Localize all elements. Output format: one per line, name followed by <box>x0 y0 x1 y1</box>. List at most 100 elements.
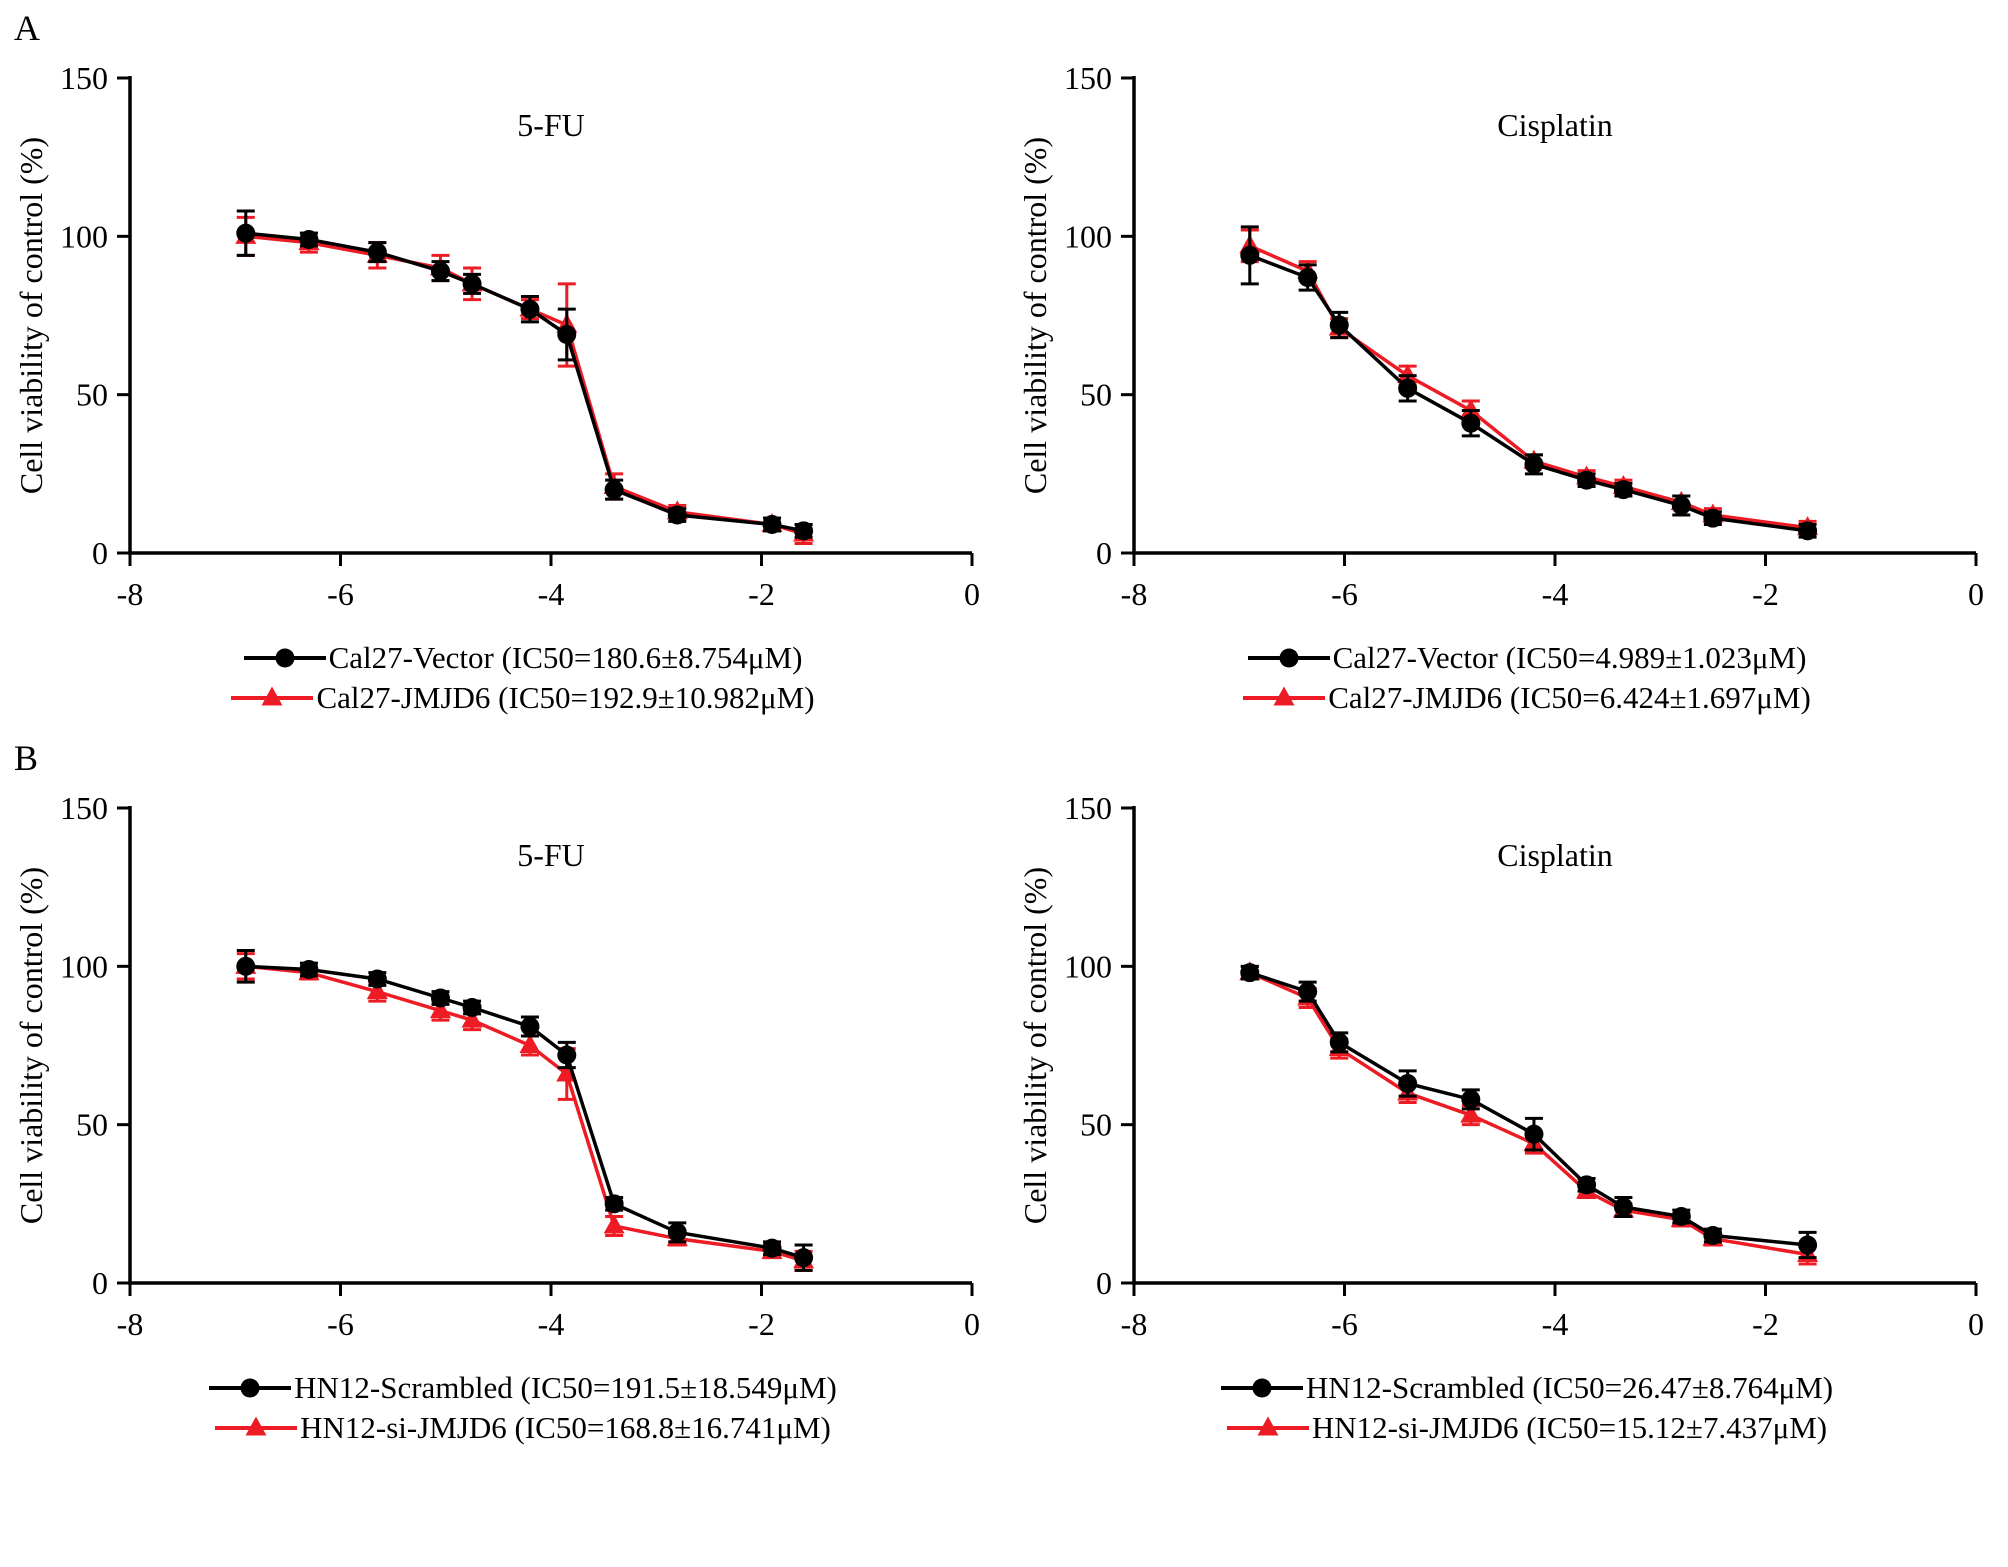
x-tick-label: -8 <box>1121 1306 1148 1342</box>
legend-label: Cal27-JMJD6 (IC50=192.9±10.982μM) <box>316 680 815 715</box>
series-0 <box>236 949 814 1272</box>
y-tick-label: 0 <box>1096 1265 1112 1301</box>
data-point-marker <box>604 480 624 500</box>
y-tick-label: 50 <box>76 1107 108 1143</box>
chart-svg: -8 -6 -4 -2 0 0 50 100 150 Cisplatin Cell viabilit… <box>1017 790 1984 1342</box>
legend-label: HN12-si-JMJD6 (IC50=168.8±16.741μM) <box>300 1410 831 1445</box>
x-tick-label: -8 <box>117 1306 144 1342</box>
data-point-marker <box>1329 315 1349 335</box>
legend-marker-circle-icon <box>209 1378 292 1398</box>
x-tick-label: -4 <box>1542 576 1569 612</box>
legend-marker-circle-icon <box>243 648 326 668</box>
panel-a-label: A <box>14 8 40 48</box>
legend-item: HN12-si-JMJD6 (IC50=15.12±7.437μM) <box>1225 1410 1827 1446</box>
data-point-marker <box>1460 1103 1482 1123</box>
legend-item: Cal27-JMJD6 (IC50=6.424±1.697μM) <box>1241 680 1811 716</box>
legend-item: Cal27-Vector (IC50=180.6±8.754μM) <box>242 640 802 676</box>
x-tick-label: -2 <box>748 1306 775 1342</box>
data-point-marker <box>1798 1235 1818 1255</box>
y-tick-label: 100 <box>1064 948 1112 984</box>
data-point-marker <box>603 1214 625 1234</box>
chart-title: 5-FU <box>517 107 585 143</box>
legend-marker-circle-icon <box>1220 1378 1303 1398</box>
chart-title: Cisplatin <box>1497 837 1613 873</box>
y-tick-label: 150 <box>1064 60 1112 96</box>
legend-item: Cal27-Vector (IC50=4.989±1.023μM) <box>1246 640 1806 676</box>
plot-area: -8 -6 -4 -2 0 0 50 100 150 5-FU Cell viability of … <box>0 48 1004 640</box>
data-point-marker <box>261 686 283 706</box>
series-0 <box>1240 225 1818 541</box>
data-point-marker <box>1240 245 1260 265</box>
chart-panel-b-cisplatin: -8 -6 -4 -2 0 0 50 100 150 Cisplatin Cell viabilit… <box>1004 778 2008 1464</box>
x-tick-label: 0 <box>964 576 980 612</box>
data-point-marker <box>367 969 387 989</box>
data-point-marker <box>520 1017 540 1036</box>
data-point-marker <box>429 999 451 1019</box>
data-point-marker <box>275 648 295 668</box>
data-point-marker <box>1577 470 1597 490</box>
x-tick-label: -8 <box>1121 576 1148 612</box>
data-point-marker <box>1460 399 1482 418</box>
y-tick-label: 100 <box>60 948 108 984</box>
legend: HN12-Scrambled (IC50=191.5±18.549μM) HN12… <box>0 1370 1004 1464</box>
y-tick-label: 150 <box>60 790 108 826</box>
data-point-marker <box>366 980 388 1000</box>
x-tick-label: -4 <box>538 576 565 612</box>
series-1 <box>1239 228 1819 536</box>
legend-item: HN12-Scrambled (IC50=26.47±8.764μM) <box>1219 1370 1833 1406</box>
series-line <box>1249 971 1808 1257</box>
data-point-marker <box>794 521 814 541</box>
data-point-marker <box>299 960 319 979</box>
figure: A -8 -6 -4 -2 0 0 50 100 150 5-FU Cell viability o… <box>0 8 2008 1464</box>
legend-marker-circle-icon <box>1247 648 1330 668</box>
chart-panel-b-5fu: -8 -6 -4 -2 0 0 50 100 150 5-FU Cell viability of … <box>0 778 1004 1464</box>
series-line <box>245 234 805 536</box>
y-tick-label: 100 <box>1064 218 1112 254</box>
x-tick-label: -8 <box>117 576 144 612</box>
y-tick-label: 150 <box>60 60 108 96</box>
data-point-marker <box>557 1045 577 1065</box>
data-point-marker <box>245 1416 267 1436</box>
data-point-marker <box>430 988 450 1008</box>
x-tick-label: -6 <box>327 1306 354 1342</box>
data-point-marker <box>1398 1074 1418 1093</box>
data-point-marker <box>1398 378 1418 398</box>
y-tick-label: 0 <box>1096 535 1112 571</box>
y-tick-label: 0 <box>92 535 108 571</box>
data-point-marker <box>667 505 687 525</box>
data-point-marker <box>462 274 482 294</box>
legend-label: HN12-Scrambled (IC50=26.47±8.764μM) <box>1305 1370 1834 1405</box>
data-point-marker <box>236 956 256 976</box>
data-point-marker <box>1279 648 1299 668</box>
panel-a-row: -8 -6 -4 -2 0 0 50 100 150 5-FU Cell viability of … <box>0 48 2008 734</box>
x-tick-label: -2 <box>1752 1306 1779 1342</box>
chart-svg: -8 -6 -4 -2 0 0 50 100 150 Cisplatin Cell viabilit… <box>1017 60 1984 612</box>
x-tick-label: 0 <box>964 1306 980 1342</box>
data-point-marker <box>1524 1124 1544 1144</box>
x-tick-label: -2 <box>1752 576 1779 612</box>
legend-label: HN12-si-JMJD6 (IC50=15.12±7.437μM) <box>1311 1410 1828 1445</box>
data-point-marker <box>794 1248 814 1268</box>
data-point-marker <box>1613 480 1633 500</box>
data-point-marker <box>1298 982 1318 1002</box>
data-point-marker <box>299 230 319 249</box>
panel-b-row: -8 -6 -4 -2 0 0 50 100 150 5-FU Cell viability of … <box>0 778 2008 1464</box>
data-point-marker <box>1329 1032 1349 1052</box>
data-point-marker <box>519 1034 541 1053</box>
legend-marker-triangle-icon <box>215 1416 298 1436</box>
plot-area: -8 -6 -4 -2 0 0 50 100 150 5-FU Cell viability of … <box>0 778 1004 1370</box>
data-point-marker <box>1671 496 1691 515</box>
x-tick-label: -4 <box>1542 1306 1569 1342</box>
data-point-marker <box>1397 364 1419 384</box>
legend-marker-triangle-icon <box>1226 1416 1309 1436</box>
data-point-marker <box>1461 1089 1481 1109</box>
y-tick-label: 50 <box>76 377 108 413</box>
data-point-marker <box>462 998 482 1017</box>
y-tick-label: 50 <box>1080 377 1112 413</box>
chart-panel-a-cisplatin: -8 -6 -4 -2 0 0 50 100 150 Cisplatin Cell viabilit… <box>1004 48 2008 734</box>
y-axis-label: Cell viability of control (%) <box>13 137 49 494</box>
plot-area: -8 -6 -4 -2 0 0 50 100 150 Cisplatin Cell viabilit… <box>1004 778 2008 1370</box>
data-point-marker <box>1461 413 1481 433</box>
y-axis-label: Cell viability of control (%) <box>1017 867 1053 1224</box>
data-point-marker <box>367 242 387 262</box>
